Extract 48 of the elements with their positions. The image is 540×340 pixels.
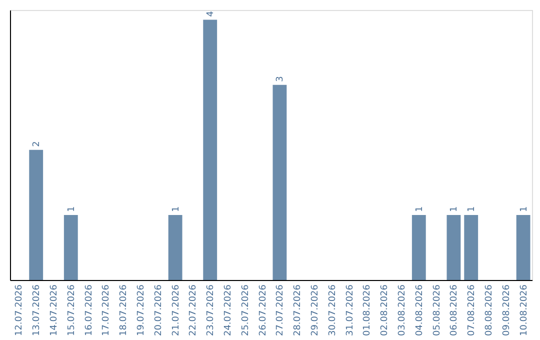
bar	[203, 20, 218, 280]
x-tick-label: 02.08.2026	[380, 284, 390, 336]
x-tick-label: 31.07.2026	[345, 284, 356, 336]
x-tick-label: 16.07.2026	[84, 284, 94, 336]
bar	[29, 150, 44, 280]
data-label: 3	[276, 76, 286, 82]
x-tick-label: 28.07.2026	[293, 284, 304, 336]
x-tick-label: 07.08.2026	[467, 284, 478, 336]
bar	[272, 84, 287, 280]
data-label: 1	[66, 206, 77, 212]
data-label: 1	[171, 206, 182, 212]
x-tick-label: 09.08.2026	[502, 284, 512, 336]
data-label: 2	[32, 141, 42, 147]
x-tick-label: 10.08.2026	[519, 284, 530, 336]
data-label: 4	[206, 10, 216, 17]
bar	[516, 214, 530, 280]
x-tick-label: 30.07.2026	[328, 284, 338, 336]
x-tick-label: 17.07.2026	[102, 284, 112, 336]
bar	[464, 214, 478, 280]
x-tick-label: 12.07.2026	[14, 284, 25, 336]
x-tick-label: 04.08.2026	[414, 284, 425, 336]
x-tick-label: 13.07.2026	[32, 284, 42, 336]
x-tick-label: 26.07.2026	[258, 284, 268, 336]
x-tick-label: 23.07.2026	[206, 284, 216, 336]
bar	[64, 214, 78, 280]
data-label: 1	[519, 206, 530, 212]
x-tick-label: 01.08.2026	[362, 284, 373, 336]
x-tick-label: 18.07.2026	[119, 284, 130, 336]
data-label: 1	[467, 206, 478, 212]
x-tick-label: 06.08.2026	[450, 284, 460, 336]
x-tick-label: 27.07.2026	[276, 284, 286, 336]
x-tick-label: 15.07.2026	[66, 284, 77, 336]
x-tick-label: 03.08.2026	[398, 284, 408, 336]
x-tick-label: 08.08.2026	[484, 284, 494, 336]
x-tick-label: 14.07.2026	[50, 284, 60, 336]
x-tick-label: 19.07.2026	[136, 284, 146, 336]
x-tick-label: 22.07.2026	[188, 284, 199, 336]
bar	[412, 214, 426, 280]
x-tick-label: 29.07.2026	[310, 284, 320, 336]
x-tick-label: 20.07.2026	[154, 284, 164, 336]
data-label: 1	[450, 206, 460, 212]
x-tick-label: 05.08.2026	[432, 284, 442, 336]
x-tick-label: 24.07.2026	[224, 284, 234, 336]
bar	[446, 214, 461, 280]
data-label: 1	[414, 206, 425, 212]
x-tick-label: 21.07.2026	[171, 284, 182, 336]
x-tick-label: 25.07.2026	[240, 284, 251, 336]
bar	[168, 214, 182, 280]
